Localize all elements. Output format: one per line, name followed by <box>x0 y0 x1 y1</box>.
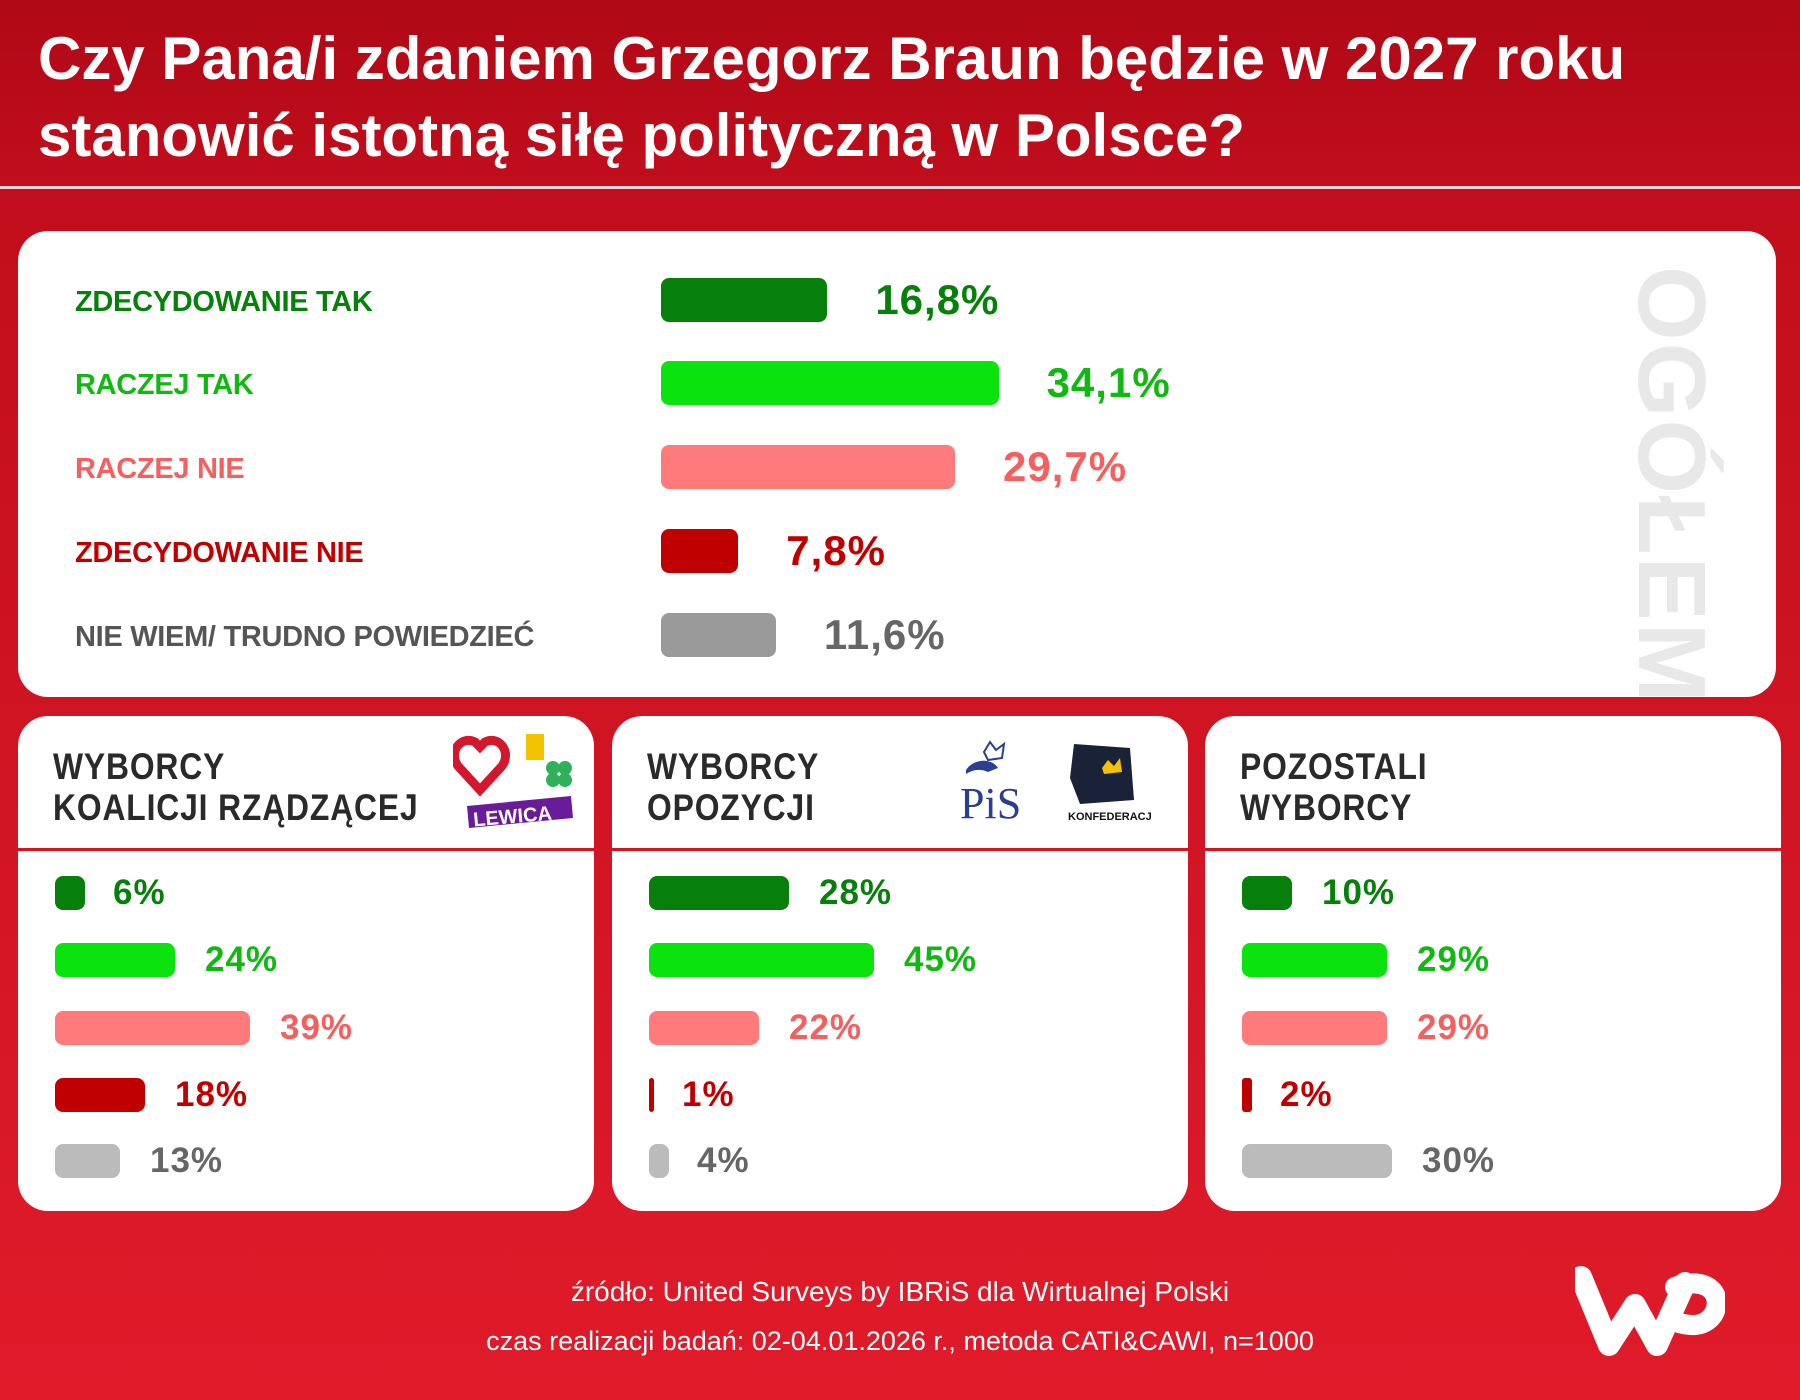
svg-text:PiS: PiS <box>960 779 1021 828</box>
divider <box>612 848 1188 851</box>
overall-row-strongly-yes: ZDECYDOWANIE TAK 16,8% <box>18 276 1518 323</box>
value-label: 13% <box>150 1141 224 1180</box>
value-label: 28% <box>819 873 893 912</box>
konfederacja-icon <box>1070 744 1134 804</box>
row-strongly-no: 2% <box>1242 1075 1762 1114</box>
value-label: 7,8% <box>786 527 886 574</box>
coalition-card: WYBORCY KOALICJI RZĄDZĄCEJ LEWICA 6% 24% 39… <box>18 716 594 1211</box>
others-card: POZOSTALI WYBORCY 10% 29% 29% 2% 30% <box>1205 716 1781 1211</box>
row-strongly-yes: 10% <box>1242 873 1762 912</box>
bar-rather-yes <box>661 361 999 405</box>
footer-method: czas realizacji badań: 02-04.01.2026 r.,… <box>486 1326 1314 1356</box>
value-label: 16,8% <box>875 276 1000 323</box>
bar-rather-yes <box>1242 943 1387 977</box>
row-strongly-no: 18% <box>55 1075 575 1114</box>
value-label: 34,1% <box>1046 359 1171 406</box>
value-label: 4% <box>697 1141 750 1180</box>
opposition-logos: PiS KONFEDERACJA <box>960 740 1152 828</box>
bar-strongly-yes <box>661 278 828 322</box>
overall-row-dont-know: NIE WIEM/ TRUDNO POWIEDZIEĆ 11,6% <box>18 611 1518 658</box>
heart-logo-icon <box>453 735 510 797</box>
value-label: 10% <box>1322 873 1396 912</box>
bar-rather-no <box>55 1011 250 1045</box>
bar-rather-no <box>661 445 956 489</box>
overall-row-rather-no: RACZEJ NIE 29,7% <box>18 443 1518 490</box>
polska-2050-logo-icon <box>526 734 544 760</box>
row-rather-yes: 29% <box>1242 940 1762 979</box>
value-label: 29% <box>1417 940 1491 979</box>
row-dont-know: 4% <box>649 1141 1169 1180</box>
bar-strongly-yes <box>55 876 85 910</box>
row-rather-no: 22% <box>649 1008 1169 1047</box>
pis-eagle-icon <box>966 760 998 774</box>
value-label: 30% <box>1422 1141 1496 1180</box>
pis-crown-icon <box>982 740 1006 762</box>
overall-row-rather-yes: RACZEJ TAK 34,1% <box>18 359 1518 406</box>
bar-rather-no <box>649 1011 759 1045</box>
bar-rather-no <box>1242 1011 1387 1045</box>
category-label: NIE WIEM/ TRUDNO POWIEDZIEĆ <box>75 621 535 653</box>
row-rather-no: 29% <box>1242 1008 1762 1047</box>
footer-source: źródło: United Surveys by IBRiS dla Wirt… <box>570 1276 1230 1307</box>
value-label: 24% <box>205 940 279 979</box>
bar-strongly-no <box>55 1078 145 1112</box>
overall-row-strongly-no: ZDECYDOWANIE NIE 7,8% <box>18 527 1518 574</box>
row-strongly-yes: 28% <box>649 873 1169 912</box>
header-divider <box>0 186 1800 189</box>
category-label: ZDECYDOWANIE NIE <box>75 537 364 569</box>
bar-strongly-no <box>1242 1078 1252 1112</box>
row-rather-yes: 45% <box>649 940 1169 979</box>
value-label: 6% <box>113 873 166 912</box>
row-strongly-yes: 6% <box>55 873 575 912</box>
bar-dont-know <box>55 1144 120 1178</box>
opposition-card: WYBORCY OPOZYCJI PiS KONFEDERACJA 28% 45% 2… <box>612 716 1188 1211</box>
bar-dont-know <box>661 613 776 657</box>
value-label: 29% <box>1417 1008 1491 1047</box>
row-strongly-no: 1% <box>649 1075 1169 1114</box>
category-label: RACZEJ TAK <box>75 369 254 401</box>
value-label: 39% <box>280 1008 354 1047</box>
row-dont-know: 30% <box>1242 1141 1762 1180</box>
value-label: 2% <box>1280 1075 1333 1114</box>
bar-strongly-no <box>649 1078 654 1112</box>
coalition-title: WYBORCY KOALICJI RZĄDZĄCEJ <box>53 746 419 828</box>
value-label: 29,7% <box>1003 443 1128 490</box>
bar-strongly-yes <box>649 876 789 910</box>
overall-label: OGÓŁEM <box>1618 266 1725 705</box>
divider <box>18 848 594 851</box>
bar-dont-know <box>649 1144 669 1178</box>
bar-rather-yes <box>55 943 175 977</box>
bar-strongly-no <box>661 529 739 573</box>
value-label: 22% <box>789 1008 863 1047</box>
clover-logo-icon <box>546 761 572 787</box>
row-dont-know: 13% <box>55 1141 575 1180</box>
category-label: ZDECYDOWANIE TAK <box>75 286 373 318</box>
category-label: RACZEJ NIE <box>75 453 245 485</box>
opposition-title: WYBORCY OPOZYCJI <box>647 746 820 828</box>
bar-strongly-yes <box>1242 876 1292 910</box>
others-title: POZOSTALI WYBORCY <box>1240 746 1428 828</box>
overall-card: OGÓŁEM ZDECYDOWANIE TAK 16,8% RACZEJ TAK 34… <box>18 231 1776 705</box>
value-label: 11,6% <box>823 611 946 658</box>
svg-text:KONFEDERACJA: KONFEDERACJA <box>1068 811 1152 823</box>
value-label: 1% <box>682 1075 735 1114</box>
bar-dont-know <box>1242 1144 1392 1178</box>
value-label: 18% <box>175 1075 249 1114</box>
row-rather-yes: 24% <box>55 940 575 979</box>
page-title: Czy Pana/i zdaniem Grzegorz Braun będzie… <box>38 25 1626 169</box>
divider <box>1205 848 1781 851</box>
row-rather-no: 39% <box>55 1008 575 1047</box>
value-label: 45% <box>904 940 978 979</box>
coalition-logos: LEWICA <box>453 734 573 830</box>
wp-logo <box>1575 1266 1725 1356</box>
bar-rather-yes <box>649 943 874 977</box>
